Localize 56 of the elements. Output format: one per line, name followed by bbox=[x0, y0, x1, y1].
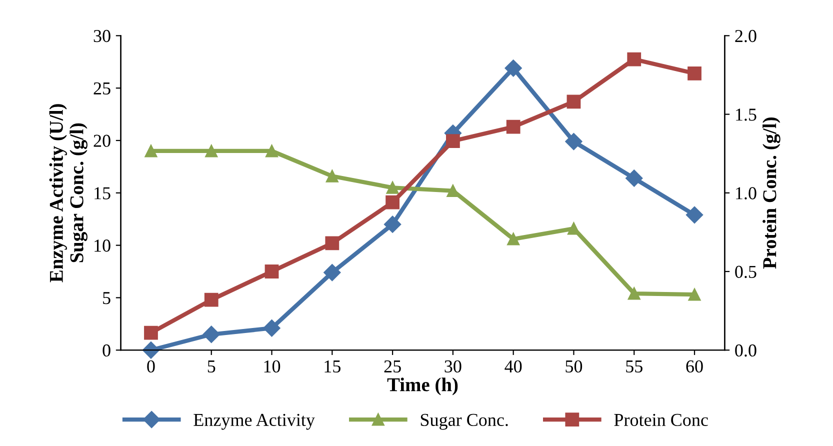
point bbox=[386, 181, 399, 194]
y2-axis-title: Protein Conc. (g/l) bbox=[762, 118, 780, 269]
point bbox=[202, 326, 220, 343]
x-tick-label: 0 bbox=[147, 360, 155, 373]
x-tick-label: 40 bbox=[504, 360, 522, 373]
point bbox=[566, 94, 581, 109]
point bbox=[144, 144, 158, 158]
x-tick-label: 55 bbox=[626, 360, 642, 373]
y-tick-label: 15 bbox=[94, 187, 110, 200]
x-tick-label: 15 bbox=[324, 360, 340, 373]
point bbox=[506, 120, 520, 134]
x-tick-label: 25 bbox=[384, 360, 401, 373]
x-tick-label: 5 bbox=[208, 360, 216, 373]
y2-tick-label: 1.0 bbox=[736, 187, 756, 200]
legend-label: Enzyme Activity bbox=[194, 414, 315, 430]
point bbox=[142, 342, 160, 359]
y-tick-label: 0 bbox=[102, 344, 110, 357]
y-axis-title: Enzyme Activity (U/l) Sugar Conc. (g/l) bbox=[49, 104, 88, 282]
point bbox=[504, 60, 522, 77]
point bbox=[688, 66, 702, 80]
x-tick-label: 30 bbox=[444, 360, 462, 373]
point bbox=[205, 144, 218, 158]
x-tick-label: 50 bbox=[566, 360, 582, 373]
x-tick-label: 10 bbox=[264, 360, 280, 373]
point bbox=[567, 222, 580, 235]
point bbox=[627, 52, 642, 66]
point bbox=[144, 326, 158, 340]
y2-tick-label: 1.5 bbox=[736, 108, 756, 121]
y2-tick-label: 2.0 bbox=[735, 30, 756, 42]
point bbox=[263, 320, 280, 337]
point bbox=[326, 170, 338, 182]
point bbox=[688, 288, 701, 301]
point bbox=[686, 206, 704, 224]
x-axis-title: Time (h) bbox=[387, 378, 458, 396]
y-tick-label: 5 bbox=[103, 292, 110, 304]
legend-label: Protein Conc bbox=[614, 414, 708, 426]
legend-label: Sugar Conc. bbox=[420, 414, 508, 430]
y-tick-label: 30 bbox=[94, 30, 110, 42]
y-tick-label: 25 bbox=[94, 82, 110, 95]
point bbox=[628, 287, 640, 300]
y2-tick-label: 0.0 bbox=[735, 344, 756, 357]
point bbox=[384, 216, 402, 233]
point bbox=[264, 264, 279, 278]
point bbox=[324, 264, 341, 282]
point bbox=[446, 134, 460, 148]
x-tick-label: 60 bbox=[686, 360, 703, 373]
y-tick-label: 10 bbox=[94, 240, 110, 252]
point bbox=[626, 170, 643, 187]
point bbox=[204, 292, 218, 307]
point bbox=[565, 132, 582, 150]
point bbox=[386, 195, 400, 210]
point bbox=[266, 144, 278, 158]
y-tick-label: 20 bbox=[94, 134, 110, 147]
y2-tick-label: 0.5 bbox=[735, 266, 756, 278]
point bbox=[507, 232, 520, 246]
point bbox=[325, 236, 340, 250]
